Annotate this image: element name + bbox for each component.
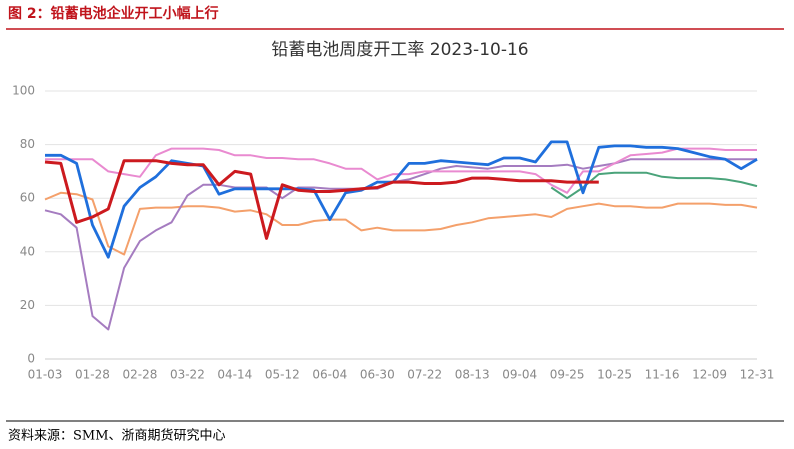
x-tick-label: 06-30 (360, 368, 395, 382)
y-tick-label: 40 (20, 244, 35, 258)
x-tick-label: 09-25 (550, 368, 585, 382)
source: 资料来源：SMM、浙商期货研究中心 (8, 428, 226, 444)
x-tick-label: 03-22 (170, 368, 205, 382)
chart-title: 铅蓄电池周度开工率 2023-10-16 (271, 40, 528, 60)
x-tick-label: 07-22 (407, 368, 442, 382)
x-tick-label: 01-03 (28, 368, 63, 382)
y-tick-label: 20 (20, 298, 35, 312)
x-tick-label: 05-12 (265, 368, 300, 382)
x-tick-label: 11-16 (645, 368, 680, 382)
x-tick-label: 09-04 (502, 368, 537, 382)
series-line (44, 191, 758, 256)
y-tick-label: 100 (12, 84, 35, 98)
x-tick-label: 10-25 (597, 368, 632, 382)
figure-title: 图 2：铅蓄电池企业开工小幅上行 (8, 5, 219, 22)
x-tick-label: 04-14 (217, 368, 252, 382)
y-tick-label: 80 (20, 137, 35, 151)
x-tick-label: 06-04 (312, 368, 347, 382)
x-tick-label: 12-31 (740, 368, 775, 382)
y-tick-label: 60 (20, 191, 35, 205)
y-tick-label: 0 (27, 352, 35, 366)
x-tick-label: 08-13 (455, 368, 490, 382)
series-line (45, 140, 758, 259)
x-tick-label: 12-09 (692, 368, 727, 382)
x-tick-label: 02-28 (122, 368, 157, 382)
series-line (44, 158, 757, 331)
x-tick-label: 01-28 (75, 368, 110, 382)
series-line (44, 159, 599, 240)
